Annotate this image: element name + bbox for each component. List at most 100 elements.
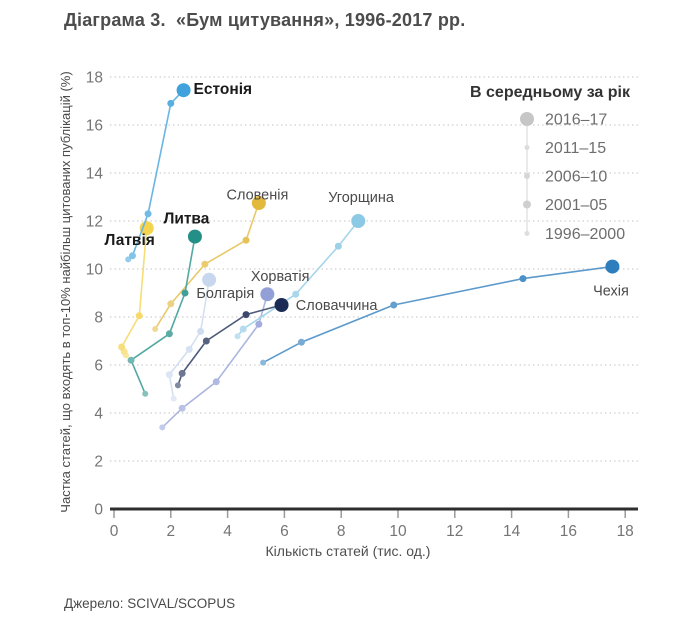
data-point-hungary-4: [351, 214, 366, 228]
x-tick-label: 14: [503, 523, 521, 540]
y-tick-label: 4: [94, 406, 103, 423]
data-point-latvia-4: [139, 221, 154, 236]
data-point-slovakia-3: [242, 311, 250, 319]
x-tick-label: 8: [337, 523, 346, 540]
data-point-hungary-2: [292, 290, 300, 298]
country-label-slovenia: Словенія: [226, 188, 288, 204]
y-tick-label: 18: [86, 70, 103, 87]
series-estonia: [125, 83, 191, 263]
legend-label-1: 2011–15: [545, 140, 606, 157]
legend-label-4: 1996–2000: [545, 226, 625, 243]
y-tick-label: 6: [94, 358, 103, 375]
series-czechia: [260, 259, 620, 366]
country-label-latvia: Латвія: [104, 232, 154, 249]
series-croatia: [159, 287, 275, 431]
y-axis-title: Частка статей, що входять в топ-10% найб…: [58, 71, 73, 512]
data-point-lithuania-4: [187, 229, 202, 244]
data-point-slovenia-2: [201, 260, 209, 268]
legend-dot-0: [520, 112, 534, 126]
x-tick-label: 18: [617, 523, 634, 540]
legend: В середньому за рік 2016–17 2011–15 2006–10…: [470, 84, 631, 243]
trajectory-line: [161, 293, 269, 428]
y-tick-label: 16: [86, 118, 103, 135]
data-point-hungary-3: [334, 242, 342, 250]
legend-dot-4: [524, 231, 530, 236]
data-point-czechia-0: [260, 359, 267, 366]
country-label-slovakia: Словаччина: [296, 298, 379, 314]
data-point-slovenia-3: [242, 236, 250, 244]
data-point-slovakia-2: [202, 337, 210, 345]
series-lithuania: [127, 229, 202, 397]
data-point-czechia-2: [390, 301, 398, 309]
country-label-hungary: Угорщина: [328, 190, 395, 206]
data-point-bulgaria-0: [170, 395, 177, 402]
data-point-slovenia-0: [152, 326, 159, 332]
source-note: Джерело: SCIVAL/SCOPUS: [64, 596, 236, 611]
x-tick-label: 2: [166, 523, 175, 540]
data-point-lithuania-0: [142, 390, 149, 397]
y-tick-label: 0: [94, 502, 103, 519]
x-tick-label: 16: [560, 523, 577, 540]
x-tick-label: 0: [110, 523, 119, 540]
series-hungary: [234, 214, 366, 340]
data-point-croatia-2: [212, 378, 220, 386]
y-tick-label: 12: [86, 214, 103, 231]
data-point-hungary-0: [234, 333, 241, 340]
legend-dot-3: [523, 200, 531, 209]
data-point-slovakia-4: [274, 298, 289, 312]
legend-dot-2: [524, 173, 530, 179]
legend-label-3: 2001–05: [545, 197, 607, 214]
series-latvia: [118, 221, 154, 359]
x-axis-title: Кількість статей (тис. од.): [266, 543, 431, 559]
data-point-croatia-0: [159, 424, 166, 431]
trajectory-line: [262, 265, 613, 364]
x-tick-label: 12: [446, 523, 463, 540]
data-point-croatia-1: [178, 404, 186, 412]
y-tick-label: 2: [94, 454, 103, 471]
data-point-bulgaria-1: [165, 371, 173, 379]
data-point-slovenia-1: [167, 300, 175, 308]
country-label-estonia: Естонія: [194, 81, 253, 98]
data-point-latvia-2: [118, 343, 126, 351]
series-bulgaria: [165, 272, 217, 402]
data-point-czechia-3: [519, 275, 527, 283]
country-label-lithuania: Литва: [163, 211, 209, 228]
data-point-bulgaria-2: [185, 345, 193, 353]
legend-label-0: 2016–17: [545, 112, 607, 129]
data-point-croatia-3: [255, 320, 263, 328]
data-point-czechia-1: [297, 338, 305, 346]
data-point-slovakia-1: [178, 369, 186, 377]
x-tick-label: 4: [223, 523, 232, 540]
country-label-czechia: Чехія: [593, 284, 629, 300]
legend-dot-1: [524, 145, 530, 150]
chart-title: Діаграма 3. «Бум цитування», 1996-2017 р…: [64, 10, 466, 30]
data-point-estonia-2: [144, 210, 152, 218]
y-tick-label: 10: [86, 262, 104, 279]
trajectory-line: [177, 304, 282, 386]
data-point-lithuania-2: [165, 330, 173, 338]
data-point-bulgaria-3: [197, 327, 205, 335]
y-tick-label: 8: [94, 310, 103, 327]
data-point-slovenia-4: [251, 196, 266, 210]
legend-title: В середньому за рік: [470, 84, 631, 101]
data-point-slovakia-0: [174, 382, 181, 389]
country-label-bulgaria: Болгарія: [196, 286, 254, 302]
country-label-croatia: Хорватія: [251, 269, 310, 285]
data-point-croatia-4: [260, 287, 275, 302]
data-point-hungary-1: [239, 325, 247, 333]
x-tick-label: 6: [280, 523, 289, 540]
legend-label-2: 2006–10: [545, 169, 607, 186]
data-point-estonia-3: [167, 99, 175, 107]
data-point-bulgaria-4: [202, 272, 217, 287]
data-point-lithuania-3: [181, 289, 189, 297]
x-tick-label: 10: [389, 523, 407, 540]
data-point-czechia-4: [605, 259, 620, 274]
y-tick-label: 14: [86, 166, 104, 183]
data-point-lithuania-1: [127, 356, 135, 364]
series-slovakia: [174, 298, 289, 389]
data-point-latvia-3: [135, 312, 143, 320]
data-point-estonia-4: [176, 83, 191, 98]
data-point-estonia-1: [128, 252, 136, 260]
